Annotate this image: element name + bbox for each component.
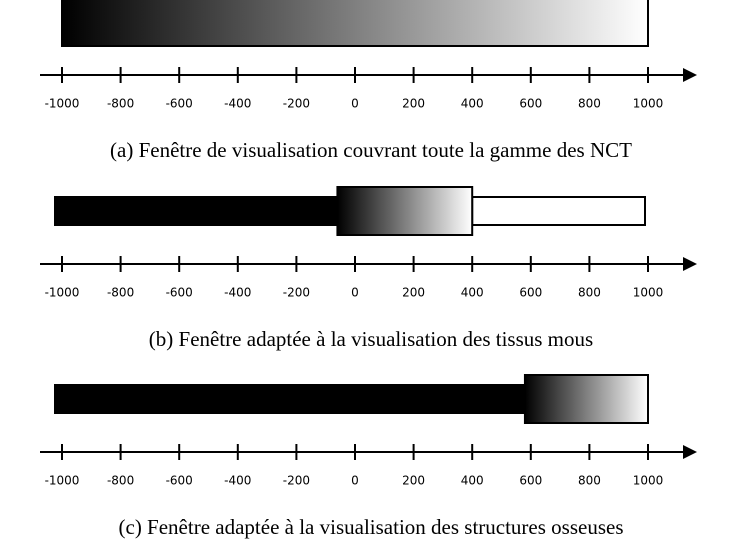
window-gradient	[336, 186, 474, 236]
tick-label: -200	[283, 286, 310, 300]
tick-label: -400	[224, 286, 251, 300]
white-band	[471, 196, 647, 226]
tick-label: -200	[283, 97, 310, 111]
tick-label: 600	[519, 286, 542, 300]
tick-label: -1000	[45, 474, 80, 488]
black-band	[54, 384, 526, 414]
tick-label: -800	[107, 474, 134, 488]
tick-label: 1000	[633, 97, 664, 111]
black-band	[54, 196, 339, 226]
window-gradient	[61, 0, 649, 47]
caption: (b) Fenêtre adaptée à la visualisation d…	[149, 327, 593, 351]
tick-label: 0	[351, 97, 359, 111]
tick-label: 400	[461, 474, 484, 488]
tick-label: 200	[402, 97, 425, 111]
tick-label: -1000	[45, 286, 80, 300]
tick-label: 600	[519, 474, 542, 488]
tick-label: 200	[402, 474, 425, 488]
caption: (c) Fenêtre adaptée à la visualisation d…	[119, 515, 624, 539]
tick-label: -600	[166, 474, 193, 488]
tick-label: 400	[461, 97, 484, 111]
tick-label: 600	[519, 97, 542, 111]
tick-label: 200	[402, 286, 425, 300]
tick-label: -600	[166, 286, 193, 300]
tick-label: -400	[224, 97, 251, 111]
tick-label: 1000	[633, 474, 664, 488]
tick-label: -800	[107, 97, 134, 111]
window-gradient	[523, 374, 649, 424]
tick-label: 800	[578, 97, 601, 111]
tick-label: 400	[461, 286, 484, 300]
caption: (a) Fenêtre de visualisation couvrant to…	[110, 138, 632, 162]
tick-label: 0	[351, 286, 359, 300]
tick-label: -1000	[45, 97, 80, 111]
tick-label: 800	[578, 286, 601, 300]
tick-label: 800	[578, 474, 601, 488]
tick-label: -800	[107, 286, 134, 300]
tick-label: -400	[224, 474, 251, 488]
tick-label: -600	[166, 97, 193, 111]
tick-label: 0	[351, 474, 359, 488]
tick-label: -200	[283, 474, 310, 488]
tick-label: 1000	[633, 286, 664, 300]
